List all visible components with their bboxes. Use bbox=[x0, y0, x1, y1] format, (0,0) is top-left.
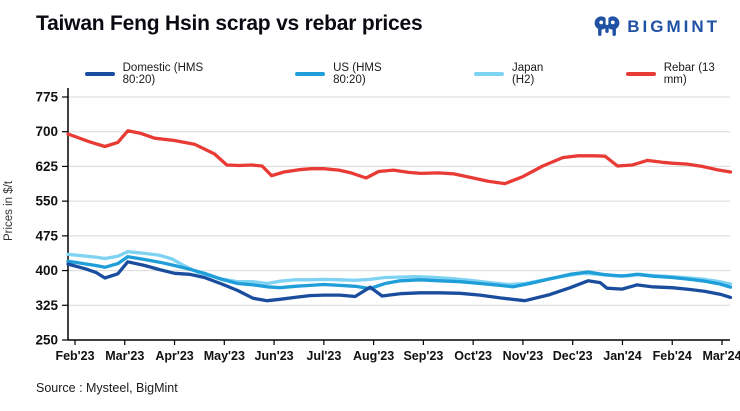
source-note: Source : Mysteel, BigMint bbox=[36, 381, 178, 395]
x-tick-label-Oct'23: Oct'23 bbox=[454, 349, 492, 363]
x-tick-label-Feb'24: Feb'24 bbox=[653, 349, 692, 363]
series-line-us-hms-80-20 bbox=[66, 255, 733, 291]
plot-svg: 250 325 400 475 550 625 700 775 Feb'23 Mar'23 Apr'… bbox=[35, 88, 740, 363]
header: Taiwan Feng Hsin scrap vs rebar prices bbox=[36, 12, 720, 40]
legend-label-domestic: Domestic (HMS 80:20) bbox=[122, 62, 204, 86]
legend-label-japan: Japan (H2) bbox=[511, 62, 544, 86]
legend-label-us: US (HMS 80:20) bbox=[333, 62, 382, 86]
y-tick-label-625: 625 bbox=[35, 159, 58, 174]
x-tick-label-Nov'23: Nov'23 bbox=[503, 349, 544, 363]
y-tick-label-550: 550 bbox=[35, 194, 58, 209]
x-tick-label-Jan'24: Jan'24 bbox=[603, 349, 641, 363]
x-tick-label-Jul'23: Jul'23 bbox=[306, 349, 341, 363]
series-line-rebar-13-mm bbox=[66, 129, 733, 186]
legend-swatch-us bbox=[295, 72, 326, 76]
bigmint-logo: BIGMINT bbox=[593, 14, 720, 40]
series-line-domestic-hms-80-20 bbox=[66, 260, 733, 303]
legend-swatch-rebar bbox=[626, 72, 656, 76]
y-tick-label-250: 250 bbox=[35, 333, 58, 348]
x-tick-label-Dec'23: Dec'23 bbox=[553, 349, 593, 363]
x-tick-label-Aug'23: Aug'23 bbox=[353, 349, 394, 363]
legend-label-rebar: Rebar (13 mm) bbox=[663, 62, 715, 86]
chart-legend: Domestic (HMS 80:20) US (HMS 80:20) Japa… bbox=[85, 62, 740, 86]
legend-item-us: US (HMS 80:20) bbox=[295, 62, 416, 86]
legend-swatch-japan bbox=[474, 72, 504, 76]
x-tick-label-Jun'23: Jun'23 bbox=[255, 349, 294, 363]
x-tick-label-Sep'23: Sep'23 bbox=[403, 349, 443, 363]
x-tick-label-May'23: May'23 bbox=[204, 349, 245, 363]
x-tick-label-Feb'23: Feb'23 bbox=[55, 349, 94, 363]
bigmint-logo-icon bbox=[593, 14, 621, 40]
x-tick-label-Mar'24: Mar'24 bbox=[702, 349, 740, 363]
legend-item-japan: Japan (H2) bbox=[474, 62, 568, 86]
y-tick-label-775: 775 bbox=[35, 90, 58, 105]
legend-item-domestic: Domestic (HMS 80:20) bbox=[85, 62, 237, 86]
page-title: Taiwan Feng Hsin scrap vs rebar prices bbox=[36, 12, 423, 35]
legend-item-rebar: Rebar (13 mm) bbox=[626, 62, 740, 86]
y-tick-label-700: 700 bbox=[35, 124, 58, 139]
y-tick-label-325: 325 bbox=[35, 298, 58, 313]
y-tick-label-475: 475 bbox=[35, 228, 58, 243]
y-tick-label-400: 400 bbox=[35, 263, 58, 278]
x-tick-label-Mar'23: Mar'23 bbox=[105, 349, 144, 363]
legend-swatch-domestic bbox=[85, 72, 115, 76]
bigmint-logo-text: BIGMINT bbox=[627, 17, 720, 36]
x-tick-label-Apr'23: Apr'23 bbox=[155, 349, 193, 363]
